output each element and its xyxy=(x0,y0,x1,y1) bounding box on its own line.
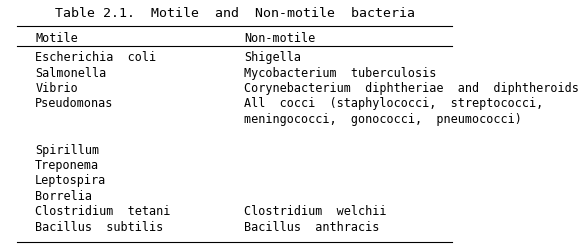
Text: Clostridium  tetani: Clostridium tetani xyxy=(35,205,171,218)
Text: Escherichia  coli: Escherichia coli xyxy=(35,51,156,64)
Text: Mycobacterium  tuberculosis: Mycobacterium tuberculosis xyxy=(244,67,436,80)
Text: Leptospira: Leptospira xyxy=(35,174,107,188)
Text: meningococci,  gonococci,  pneumococci): meningococci, gonococci, pneumococci) xyxy=(244,113,522,126)
Text: Treponema: Treponema xyxy=(35,159,100,172)
Text: All  cocci  (staphylococci,  streptococci,: All cocci (staphylococci, streptococci, xyxy=(244,98,543,110)
Text: Salmonella: Salmonella xyxy=(35,67,107,80)
Text: Clostridium  welchii: Clostridium welchii xyxy=(244,205,386,218)
Text: Pseudomonas: Pseudomonas xyxy=(35,98,114,110)
Text: Motile: Motile xyxy=(35,32,78,45)
Text: Vibrio: Vibrio xyxy=(35,82,78,95)
Text: Non-motile: Non-motile xyxy=(244,32,315,45)
Text: Bacillus  subtilis: Bacillus subtilis xyxy=(35,221,163,234)
Text: Shigella: Shigella xyxy=(244,51,301,64)
Text: Bacillus  anthracis: Bacillus anthracis xyxy=(244,221,379,234)
Text: Spirillum: Spirillum xyxy=(35,144,100,157)
Text: Table 2.1.  Motile  and  Non-motile  bacteria: Table 2.1. Motile and Non-motile bacteri… xyxy=(54,7,414,20)
Text: Borrelia: Borrelia xyxy=(35,190,92,203)
Text: Corynebacterium  diphtheriae  and  diphtheroids: Corynebacterium diphtheriae and diphther… xyxy=(244,82,579,95)
